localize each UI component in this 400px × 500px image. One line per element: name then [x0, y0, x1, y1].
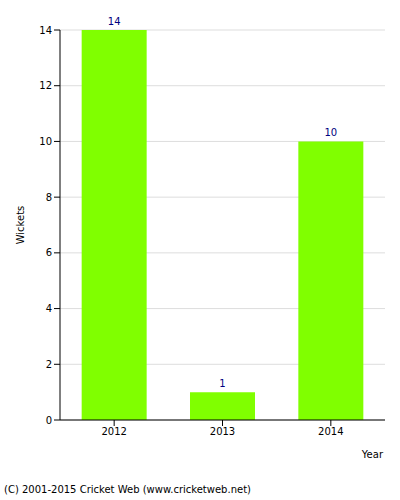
svg-text:14: 14	[108, 16, 121, 27]
svg-text:Year: Year	[361, 449, 384, 460]
svg-text:2014: 2014	[318, 426, 343, 437]
svg-text:14: 14	[39, 25, 52, 36]
svg-text:8: 8	[46, 192, 52, 203]
svg-text:6: 6	[46, 247, 52, 258]
svg-text:12: 12	[39, 80, 52, 91]
svg-text:2013: 2013	[210, 426, 235, 437]
svg-text:0: 0	[46, 415, 52, 426]
svg-text:10: 10	[324, 127, 337, 138]
svg-text:Wickets: Wickets	[15, 206, 26, 245]
svg-text:1: 1	[219, 378, 225, 389]
svg-text:2: 2	[46, 359, 52, 370]
svg-text:2012: 2012	[101, 426, 126, 437]
svg-text:10: 10	[39, 136, 52, 147]
html-text:(C) 2001-2015 Cricket Web (www: (C) 2001-2015 Cricket Web (www.cricketwe…	[4, 484, 251, 495]
svg-text:4: 4	[46, 303, 52, 314]
